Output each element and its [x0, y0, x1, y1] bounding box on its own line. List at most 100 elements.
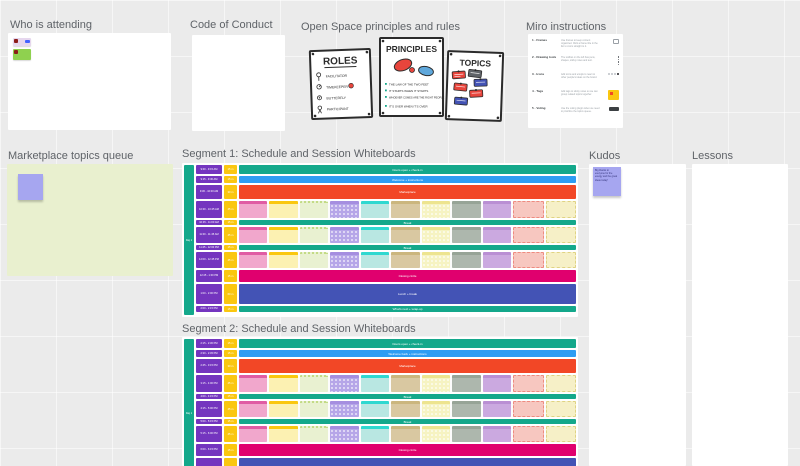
session-whiteboard-card[interactable]	[391, 252, 420, 268]
time-slot-block[interactable]: 12:00 - 12:45 PM	[196, 252, 222, 268]
session-whiteboard-card[interactable]	[421, 201, 451, 218]
frame-title-segment2[interactable]: Segment 2: Schedule and Session Whiteboa…	[182, 323, 416, 335]
agenda-bar[interactable]: Break	[239, 245, 576, 250]
session-whiteboard-card[interactable]	[269, 201, 298, 218]
time-slot-block[interactable]: 5:00 - 5:15 PM	[196, 419, 222, 424]
session-whiteboard-card[interactable]	[421, 252, 451, 268]
session-whiteboard-card[interactable]	[545, 426, 576, 442]
kudos-sticky-note[interactable]: Big thanks to everyone for the energy an…	[593, 167, 621, 196]
agenda-bar[interactable]: Marketplace	[239, 359, 576, 373]
session-whiteboard-card[interactable]	[330, 401, 359, 417]
session-whiteboard-card[interactable]	[452, 252, 481, 268]
session-whiteboard-card[interactable]	[513, 375, 544, 392]
agenda-bar[interactable]: Welcome + instructions	[239, 176, 576, 183]
session-whiteboard-card[interactable]	[391, 375, 420, 392]
session-whiteboard-card[interactable]	[421, 401, 451, 417]
duration-block[interactable]: 45 m	[224, 201, 237, 218]
session-whiteboard-card[interactable]	[513, 252, 544, 268]
time-slot-block[interactable]: 11:00 - 11:45 AM	[196, 227, 222, 243]
session-whiteboard-card[interactable]	[360, 375, 390, 392]
agenda-bar[interactable]: Doors open + check-in	[239, 339, 576, 348]
frame-title-marketplace[interactable]: Marketplace topics queue	[8, 150, 134, 162]
agenda-bar[interactable]: Break	[239, 394, 576, 399]
miro-instructions-frame[interactable]: 1 - Frames Use frames to keep content or…	[528, 34, 623, 128]
duration-block[interactable]: 45 m	[224, 227, 237, 243]
session-whiteboard-card[interactable]	[513, 401, 544, 417]
time-slot-block[interactable]: 2:45 - 3:15 PM	[196, 359, 222, 373]
session-whiteboard-card[interactable]	[482, 401, 512, 417]
session-whiteboard-card[interactable]	[239, 375, 268, 392]
agenda-bar[interactable]: What's next + wrap-up	[239, 306, 576, 312]
duration-block[interactable]: 45 m	[224, 426, 237, 442]
time-slot-block[interactable]: 2:30 - 2:45 PM	[196, 350, 222, 357]
duration-block[interactable]: 45 m	[224, 252, 237, 268]
duration-block[interactable]: 45 m	[224, 375, 237, 392]
duration-block[interactable]: 15 m	[224, 444, 237, 456]
segment1-frame[interactable]: Day 1 9:00 - 9:15 AM 15 m Doors open + che…	[182, 163, 578, 317]
session-whiteboard-card[interactable]	[545, 401, 576, 417]
duration-block[interactable]: 60 m	[224, 284, 237, 304]
frame-title-code-of-conduct[interactable]: Code of Conduct	[190, 19, 273, 31]
session-whiteboard-card[interactable]	[545, 227, 576, 243]
time-slot-block[interactable]: 6:00 - 6:15 PM	[196, 444, 222, 456]
session-whiteboard-card[interactable]	[421, 375, 451, 392]
segment2-frame[interactable]: Day 1 2:15 - 2:30 PM 15 m Doors open + che…	[182, 337, 578, 466]
duration-block[interactable]: 60 m	[224, 458, 237, 466]
sticky-note[interactable]	[18, 174, 43, 200]
principles-drawing[interactable]: ROLES FACILITATOR TIMEKEEPER BUTTERFLY P…	[302, 34, 507, 132]
frame-title-who-is-attending[interactable]: Who is attending	[10, 19, 92, 31]
time-slot-block[interactable]: 2:15 - 2:30 PM	[196, 339, 222, 348]
lessons-frame[interactable]	[692, 164, 788, 466]
session-whiteboard-card[interactable]	[299, 375, 329, 392]
agenda-bar[interactable]: Break	[239, 419, 576, 424]
time-slot-block[interactable]: 11:45 - 12:00 PM	[196, 245, 222, 250]
session-whiteboard-card[interactable]	[239, 426, 268, 442]
duration-block[interactable]: 15 m	[224, 165, 237, 174]
session-whiteboard-card[interactable]	[269, 252, 298, 268]
agenda-bar[interactable]: Closing circle	[239, 270, 576, 282]
session-whiteboard-card[interactable]	[452, 201, 481, 218]
session-whiteboard-card[interactable]	[360, 401, 390, 417]
time-slot-block[interactable]: 4:00 - 4:15 PM	[196, 394, 222, 399]
attendee-card[interactable]	[13, 49, 31, 60]
frame-title-lessons[interactable]: Lessons	[692, 150, 733, 162]
duration-block[interactable]: 45 m	[224, 401, 237, 417]
agenda-bar[interactable]: Dinner + wrap-up	[239, 458, 576, 466]
session-whiteboard-card[interactable]	[269, 375, 298, 392]
kudos-frame[interactable]: Big thanks to everyone for the energy an…	[589, 164, 686, 466]
attendee-card[interactable]	[13, 38, 31, 46]
session-whiteboard-card[interactable]	[513, 227, 544, 243]
session-whiteboard-card[interactable]	[452, 375, 481, 392]
session-whiteboard-card[interactable]	[299, 401, 329, 417]
session-whiteboard-card[interactable]	[452, 401, 481, 417]
session-whiteboard-card[interactable]	[513, 426, 544, 442]
session-whiteboard-card[interactable]	[545, 252, 576, 268]
time-slot-block[interactable]: 9:00 - 9:15 AM	[196, 165, 222, 174]
session-whiteboard-card[interactable]	[360, 426, 390, 442]
segment2-side-bar[interactable]: Day 1	[184, 339, 194, 466]
duration-block[interactable]: 15 m	[224, 220, 237, 225]
agenda-bar[interactable]: Welcome back + instructions	[239, 350, 576, 357]
agenda-bar[interactable]: Doors open + check-in	[239, 165, 576, 174]
session-whiteboard-card[interactable]	[239, 252, 268, 268]
session-whiteboard-card[interactable]	[421, 227, 451, 243]
session-whiteboard-card[interactable]	[269, 227, 298, 243]
session-whiteboard-card[interactable]	[391, 426, 420, 442]
session-whiteboard-card[interactable]	[482, 252, 512, 268]
duration-block[interactable]: 30 m	[224, 185, 237, 199]
session-whiteboard-card[interactable]	[299, 252, 329, 268]
session-whiteboard-card[interactable]	[482, 227, 512, 243]
frame-title-principles[interactable]: Open Space principles and rules	[301, 21, 460, 33]
session-whiteboard-card[interactable]	[360, 201, 390, 218]
time-slot-block[interactable]: 10:45 - 11:00 AM	[196, 220, 222, 225]
session-whiteboard-card[interactable]	[239, 227, 268, 243]
session-whiteboard-card[interactable]	[330, 375, 359, 392]
marketplace-frame[interactable]	[7, 164, 173, 276]
session-whiteboard-card[interactable]	[452, 426, 481, 442]
duration-block[interactable]: 15 m	[224, 270, 237, 282]
session-whiteboard-card[interactable]	[545, 201, 576, 218]
session-whiteboard-card[interactable]	[452, 227, 481, 243]
session-whiteboard-card[interactable]	[482, 201, 512, 218]
duration-block[interactable]: 15 m	[224, 176, 237, 183]
code-of-conduct-frame[interactable]	[192, 35, 285, 131]
